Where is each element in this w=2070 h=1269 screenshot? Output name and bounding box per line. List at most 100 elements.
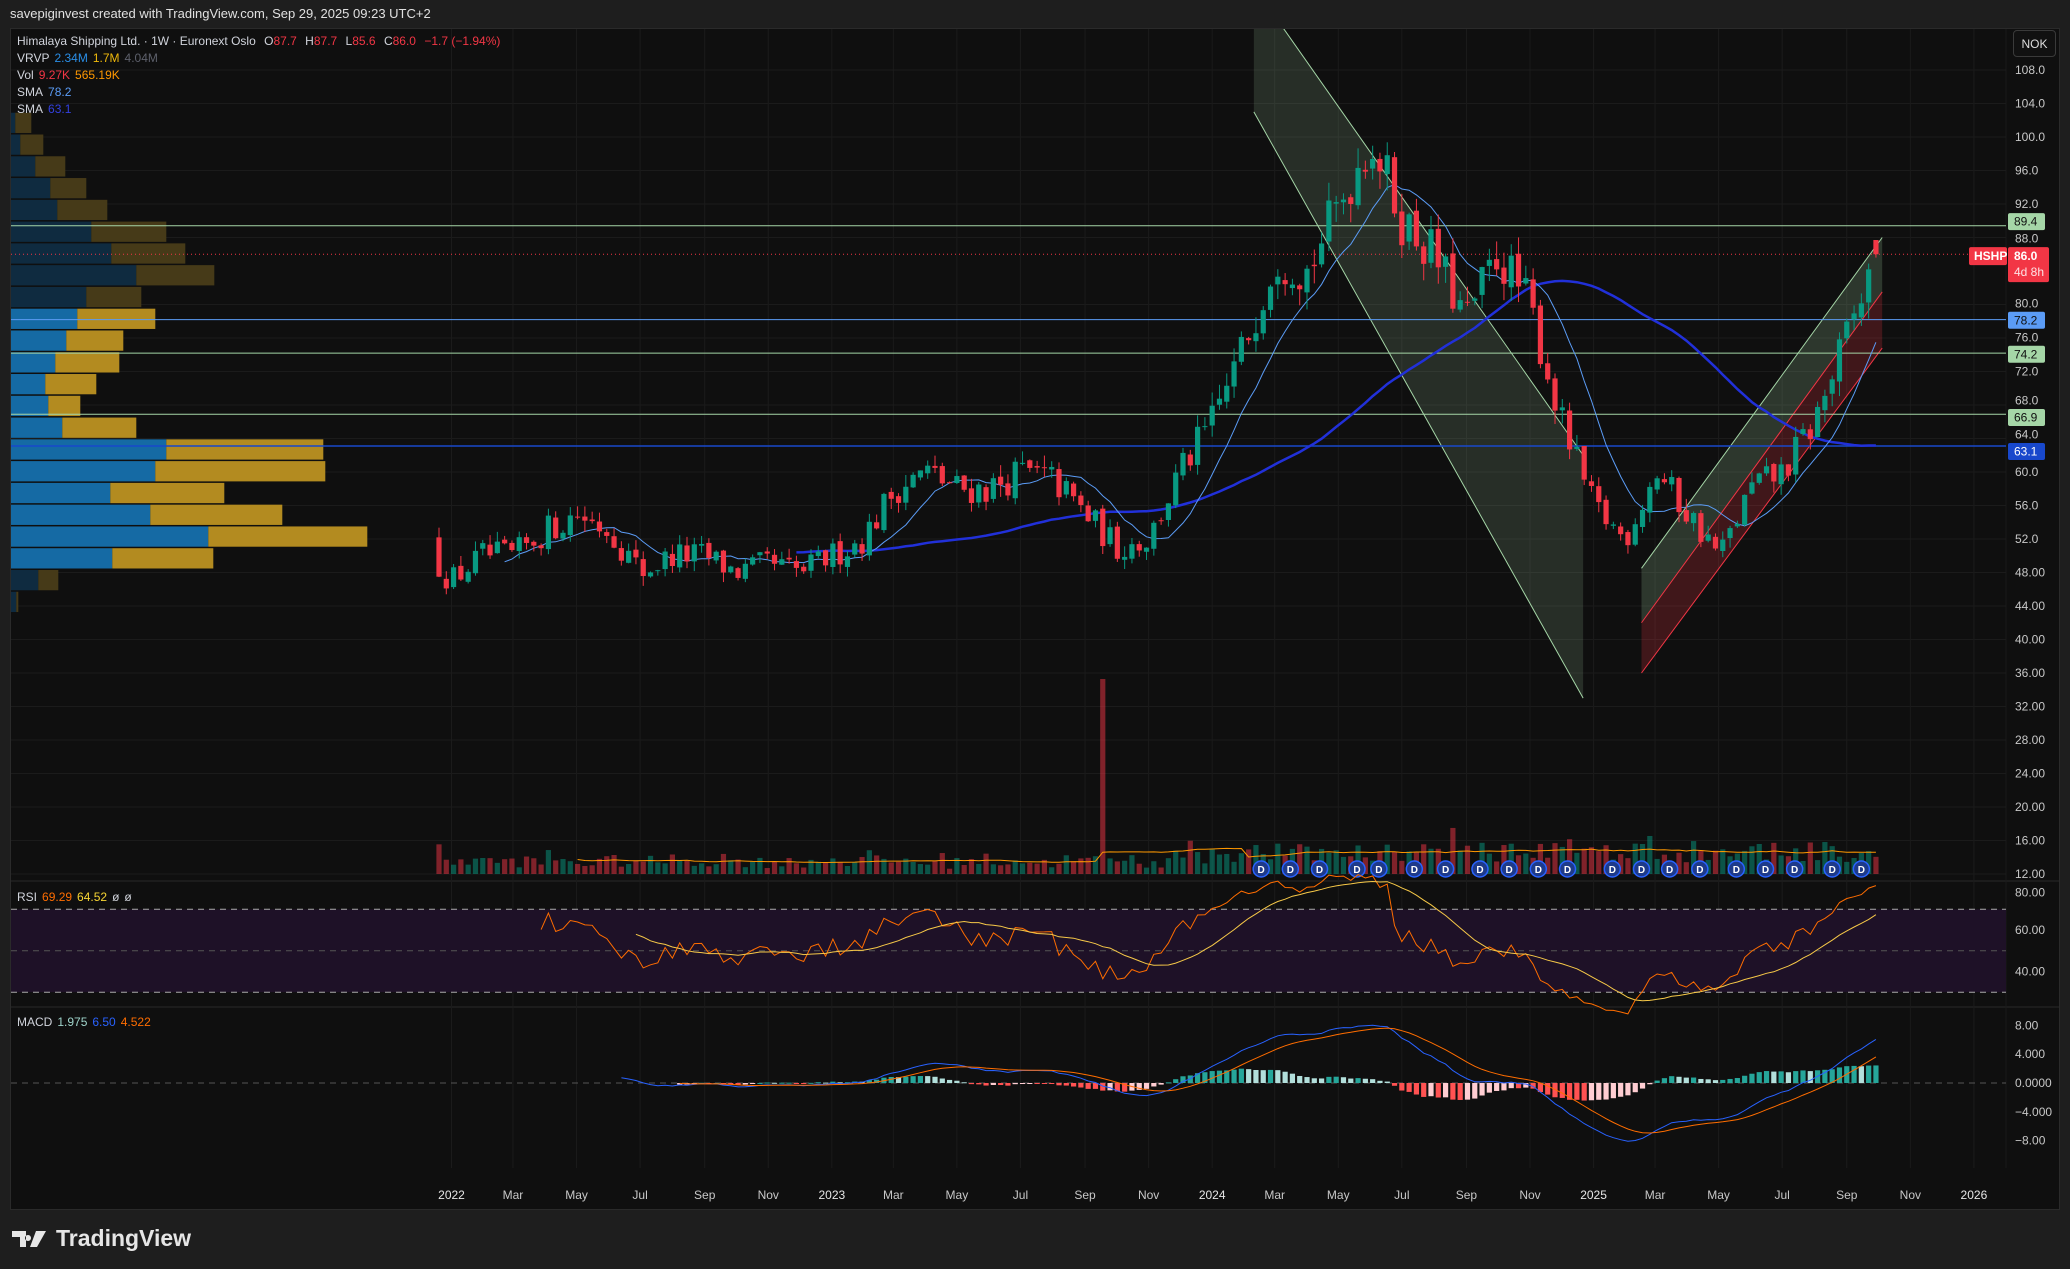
candle [1355, 148, 1361, 210]
rsi-legend[interactable]: RSI 69.29 64.52 ø ø [17, 890, 137, 904]
vp-up-bar [11, 504, 151, 525]
volume-bar [1639, 843, 1646, 874]
volume-bar [1158, 867, 1164, 874]
dividend-marker[interactable]: D [1660, 860, 1679, 878]
dividend-marker[interactable]: D [1603, 860, 1622, 878]
dividend-marker[interactable]: D [1436, 860, 1455, 878]
volume-bar [1581, 848, 1587, 874]
volume-bar [1873, 856, 1879, 874]
volume-bar [1428, 848, 1434, 874]
candle [939, 462, 945, 487]
macd-histogram-bar [1472, 1083, 1478, 1099]
vp-up-bar [11, 591, 17, 613]
dividend-marker[interactable]: D [1852, 860, 1871, 878]
macd-histogram-bar [1202, 1072, 1208, 1083]
dividend-marker[interactable]: D [1785, 860, 1804, 878]
candle [1246, 336, 1252, 345]
volume-bar [494, 862, 500, 874]
volume-bar [903, 858, 909, 874]
volume-bar [611, 854, 617, 874]
macd-histogram-bar [1413, 1083, 1420, 1095]
candle [1450, 238, 1456, 313]
dividend-marker[interactable]: D [1310, 860, 1329, 878]
dividend-marker[interactable]: D [1348, 860, 1366, 878]
vp-down-bar [50, 178, 87, 199]
dividend-marker[interactable]: D [1370, 860, 1388, 878]
sma-slow-legend[interactable]: SMA 63.1 [17, 102, 76, 116]
macd-histogram-bar [1698, 1078, 1704, 1083]
candle [1348, 193, 1354, 223]
currency-button[interactable]: NOK [2013, 30, 2056, 57]
vp-down-bar [112, 548, 214, 569]
macd-histogram-bar [925, 1076, 931, 1083]
volume-bar [932, 860, 938, 874]
candle-body [1639, 509, 1646, 527]
dividend-marker[interactable]: D [1756, 860, 1775, 878]
candle [1494, 241, 1500, 276]
volume-bar [647, 855, 654, 874]
macd-histogram-bar [1231, 1069, 1237, 1083]
macd-histogram-bar [1508, 1083, 1514, 1089]
sma-fast-legend[interactable]: SMA 78.2 [17, 85, 76, 99]
candle-body [998, 476, 1004, 485]
macd-histogram-bar [1224, 1070, 1230, 1083]
volume-bar [1143, 867, 1150, 874]
macd-histogram-bar [1107, 1083, 1113, 1091]
dividend-marker[interactable]: D [1529, 860, 1548, 878]
dividend-label: D [1353, 865, 1360, 876]
tradingview-logo[interactable]: TradingView [12, 1225, 191, 1252]
volume-bar [1384, 844, 1390, 874]
macd-histogram-bar [1807, 1071, 1813, 1083]
vp-up-bar [11, 178, 51, 199]
dividend-marker[interactable]: D [1471, 860, 1489, 878]
candle [1267, 284, 1274, 318]
candle-body [1005, 483, 1011, 496]
dividend-marker[interactable]: D [1632, 860, 1651, 878]
candle-body [1720, 539, 1726, 552]
macd-histogram-bar [1574, 1083, 1580, 1100]
vp-up-bar [11, 134, 21, 155]
candle-body [1515, 253, 1522, 287]
dividend-marker[interactable]: D [1558, 860, 1577, 878]
vrvp-legend[interactable]: VRVP 2.34M 1.7M 4.04M [17, 51, 163, 65]
volume-bar [436, 844, 442, 874]
macd-legend[interactable]: MACD 1.975 6.50 4.522 [17, 1015, 156, 1029]
grid [11, 29, 2006, 1168]
dividend-marker[interactable]: D [1823, 860, 1841, 878]
dividend-marker[interactable]: D [1727, 860, 1746, 878]
vp-up-bar [11, 439, 167, 460]
candle-body [1479, 267, 1485, 295]
candle-body [779, 559, 785, 565]
dividend-marker[interactable]: D [1252, 860, 1270, 878]
volume-bar [684, 860, 690, 874]
candle-body [611, 536, 617, 548]
dividend-icon [1436, 860, 1455, 878]
dividend-marker[interactable]: D [1500, 860, 1518, 878]
candle [706, 538, 712, 566]
candle-body [903, 486, 909, 503]
price-axis-label: 52.0 [2015, 532, 2039, 546]
time-axis-label: Jul [632, 1188, 647, 1202]
macd-histogram-bar [1793, 1071, 1799, 1083]
dividend-marker[interactable]: D [1691, 860, 1709, 878]
volume-bar [866, 850, 872, 874]
volume-legend[interactable]: Vol 9.27K 565.19K [17, 68, 125, 82]
dividend-marker[interactable]: D [1405, 860, 1424, 878]
macd-histogram-bar [1246, 1069, 1252, 1083]
macd-histogram-bar [1384, 1081, 1390, 1083]
symbol-legend[interactable]: Himalaya Shipping Ltd. · 1W · Euronext O… [17, 34, 505, 48]
volume-bar [1537, 843, 1544, 874]
dividend-icon [1823, 860, 1841, 878]
candle-body [1107, 527, 1113, 545]
candle-body [1844, 321, 1850, 339]
candle [1464, 286, 1471, 307]
candle [1771, 462, 1777, 493]
candle [1844, 318, 1850, 344]
candle-body [509, 542, 515, 551]
volume-bar [728, 860, 734, 874]
vp-down-bar [136, 265, 215, 286]
candle-body [1304, 268, 1310, 293]
dividend-marker[interactable]: D [1281, 860, 1300, 878]
candle [582, 506, 588, 532]
